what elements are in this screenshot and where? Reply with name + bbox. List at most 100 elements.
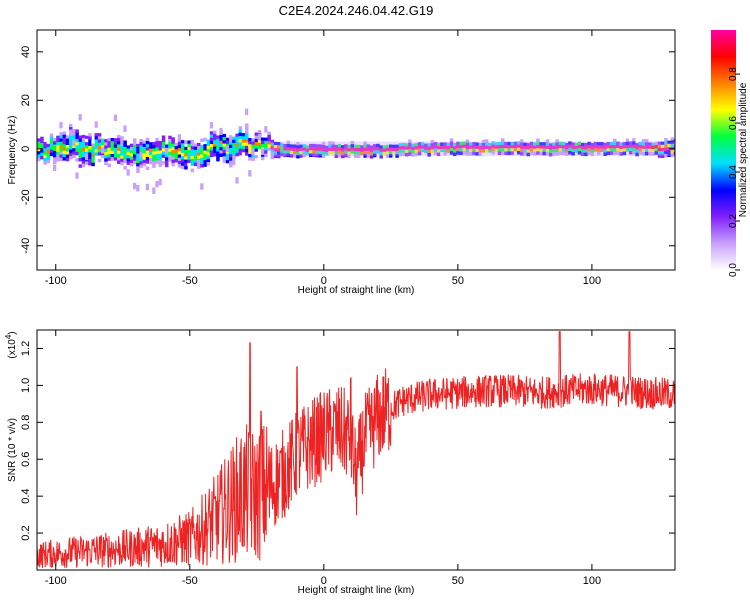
spectrogram-cell (465, 139, 470, 143)
spectrogram-cell (641, 148, 646, 153)
spectrogram-cell (229, 160, 233, 165)
spectrogram-cell (78, 114, 82, 121)
snr-xtick-label: 0 (321, 575, 327, 587)
spectrogram-cell (171, 146, 175, 151)
spectrogram-cell (513, 151, 518, 155)
spectrogram-cell (302, 144, 307, 148)
spectrogram-cell (603, 149, 607, 153)
spectrogram-cell (398, 149, 403, 154)
spectrogram-cell (334, 151, 339, 155)
spectrogram-cell (536, 148, 540, 152)
spectrogram-cell (334, 148, 339, 152)
spectrogram-cell (117, 157, 121, 161)
spectrogram-cell (606, 148, 611, 152)
spectrogram-cell (248, 153, 252, 158)
spectrogram-cell (104, 139, 108, 143)
spectrogram-cell (254, 132, 259, 136)
spectrogram-cell (456, 148, 460, 152)
spectrogram-cell (539, 148, 543, 153)
spectrogram-cell (587, 141, 591, 146)
spectrogram-cell (177, 141, 182, 146)
spectrogram-cell (616, 148, 620, 152)
spectrogram-cell (561, 148, 566, 152)
spectrogram-cell (312, 143, 316, 148)
spectrogram-cell (309, 150, 313, 154)
spectrogram-cell (81, 163, 86, 168)
spectrogram-cell (485, 148, 489, 153)
spectrogram-cell (321, 151, 326, 155)
spectrogram-cell (177, 144, 182, 149)
spectrogram-cell (529, 148, 534, 152)
spectrogram-cell (235, 130, 239, 134)
spectrogram-cell (545, 139, 550, 143)
spectrogram-cell (238, 126, 243, 130)
snr-ytick-label: 1.0 (20, 378, 32, 393)
spectrogram-cell (584, 143, 588, 147)
spectrogram-cell (117, 138, 121, 142)
spectrogram-cell (379, 145, 383, 149)
spectrogram-cell (597, 151, 601, 156)
spectrogram-cell (123, 166, 127, 170)
spectrogram-cell (661, 141, 665, 146)
spectrogram-cell (78, 138, 83, 143)
spectrogram-cell (155, 153, 159, 158)
spectrogram-cell (357, 148, 361, 152)
spectrogram-cell (193, 156, 198, 160)
spectrogram-cell (469, 145, 473, 150)
spectrogram-cell (485, 139, 489, 143)
spectrogram-cell (513, 148, 518, 152)
spectrogram-cell (152, 151, 156, 156)
spectrogram-cell (222, 127, 227, 131)
spectrogram-cell (101, 145, 105, 149)
spectrogram-cell (517, 150, 521, 155)
spectrogram-cell (360, 145, 364, 149)
spectrogram-cell (149, 158, 153, 165)
spectrogram-cell (142, 147, 147, 151)
spectrogram-cell (267, 134, 271, 139)
spectrogram-cell (219, 134, 223, 138)
spectrogram-cell (312, 153, 316, 157)
spectrogram-cell (184, 140, 188, 144)
spectrogram-cell (94, 136, 99, 140)
spectrogram-cell (357, 151, 361, 155)
spectrogram-cell (203, 137, 207, 142)
spectrogram-cell (574, 146, 579, 150)
spectrogram-cell (184, 156, 188, 160)
spectrogram-cell (69, 136, 73, 141)
spectrogram-cell (43, 158, 47, 162)
spectrogram-cell (433, 151, 438, 156)
spectrogram-cell (136, 150, 140, 154)
spectrogram-cell (107, 163, 111, 168)
spectrogram-cell (225, 140, 230, 145)
spectrogram-cell (197, 152, 201, 156)
spectrogram-cell (392, 147, 396, 152)
spectrogram-cell (197, 159, 201, 167)
spectrogram-cell (219, 128, 223, 135)
spectrogram-cell (229, 141, 233, 145)
spectrogram-cell (504, 145, 508, 149)
spectrogram-cell (142, 140, 147, 145)
spectrogram-cell (97, 149, 102, 153)
spectrogram-cell (667, 153, 671, 157)
spectrogram-cell (161, 157, 166, 162)
spectrogram-cell (462, 147, 467, 152)
spectrogram-cell (424, 140, 428, 144)
spectrogram-cell (257, 139, 262, 143)
spectrogram-cell (142, 143, 147, 148)
spectrogram-cell (120, 145, 124, 150)
spectrogram-cell (245, 123, 249, 127)
spectrogram-cell (72, 129, 76, 133)
spectrogram-cell (97, 139, 102, 143)
spectrogram-cell (136, 159, 140, 164)
colorbar-axes: 0.0 0.2 0.4 0.6 0.8 (728, 67, 740, 277)
spectrogram-cell (225, 153, 230, 158)
spectrogram-cell (49, 133, 54, 137)
spectrogram-cell (561, 151, 566, 156)
spectrogram-cell (558, 148, 563, 152)
spectrogram-cell (43, 151, 47, 156)
spectrogram-cell (318, 147, 323, 152)
spectrogram-cell (638, 144, 643, 149)
spectrogram-cell (200, 157, 204, 162)
spectrogram-cell (661, 148, 665, 152)
spectrogram-cell (350, 147, 355, 151)
